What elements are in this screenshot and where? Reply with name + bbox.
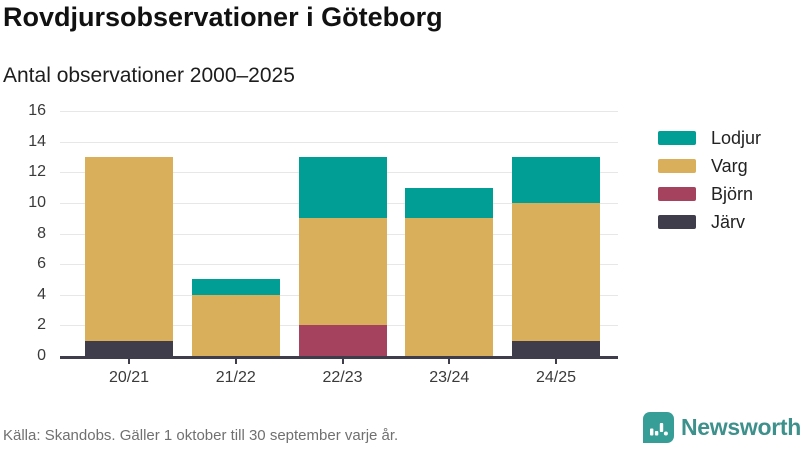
x-axis-tick bbox=[448, 358, 451, 364]
bar-segment-varg-24-25 bbox=[512, 202, 600, 341]
legend-swatch-järv bbox=[658, 215, 696, 229]
legend-item-björn: Björn bbox=[658, 184, 761, 204]
legend-swatch-lodjur bbox=[658, 131, 696, 145]
chart-subtitle: Antal observationer 2000–2025 bbox=[3, 64, 295, 87]
bar-segment-lodjur-24-25 bbox=[512, 156, 600, 203]
y-axis-tick-label: 14 bbox=[28, 132, 46, 150]
bar-segment-varg-20-21 bbox=[85, 156, 173, 341]
legend-item-järv: Järv bbox=[658, 212, 761, 232]
bar-segment-järv-20-21 bbox=[85, 340, 173, 356]
newsworthy-badge-icon bbox=[643, 412, 674, 443]
newsworthy-logo: Newsworthy bbox=[643, 412, 800, 443]
newsworthy-wordmark: Newsworthy bbox=[681, 414, 800, 440]
x-axis-tick-label: 20/21 bbox=[108, 369, 150, 386]
legend-swatch-björn bbox=[658, 187, 696, 201]
y-axis-tick-label: 0 bbox=[37, 347, 46, 364]
legend-label: Lodjur bbox=[711, 128, 762, 148]
y-axis-tick-label: 8 bbox=[37, 224, 46, 242]
x-axis-line bbox=[60, 356, 618, 359]
legend: Lodjur Varg Björn Järv bbox=[658, 128, 762, 232]
legend-label: Järv bbox=[711, 212, 746, 232]
x-axis-tick bbox=[128, 358, 130, 364]
bar-segment-lodjur-23-24 bbox=[405, 187, 494, 219]
y-axis-tick-label: 6 bbox=[37, 255, 46, 273]
gridline-y16 bbox=[60, 111, 618, 112]
bar-segment-lodjur-22-23 bbox=[298, 156, 387, 219]
y-axis-tick-label: 10 bbox=[28, 193, 46, 211]
bar-segment-varg-21-22 bbox=[191, 294, 280, 356]
legend-swatch-varg bbox=[658, 159, 696, 173]
bar-segment-varg-23-24 bbox=[405, 218, 494, 356]
y-axis-tick-label: 2 bbox=[37, 316, 46, 334]
bar-chart-icon bbox=[650, 423, 668, 436]
legend-item-lodjur: Lodjur bbox=[658, 128, 762, 148]
source-note: Källa: Skandobs. Gäller 1 oktober till 3… bbox=[3, 427, 399, 444]
gridline-y14 bbox=[60, 141, 618, 143]
legend-label: Varg bbox=[711, 156, 748, 176]
legend-item-varg: Varg bbox=[658, 156, 761, 176]
y-axis-tick-label: 16 bbox=[28, 102, 46, 119]
x-axis-tick-label: 23/24 bbox=[429, 369, 470, 386]
bar-segment-järv-24-25 bbox=[512, 340, 600, 356]
bar-segment-lodjur-21-22 bbox=[191, 279, 280, 295]
x-axis-tick bbox=[555, 358, 557, 364]
y-axis-tick-label: 12 bbox=[28, 163, 46, 181]
bar-segment-varg-22-23 bbox=[298, 218, 387, 326]
x-axis-tick-label: 22/23 bbox=[322, 369, 363, 386]
bar-segment-björn-22-23 bbox=[298, 325, 387, 356]
x-axis-tick bbox=[234, 358, 237, 364]
x-axis-tick-label: 24/25 bbox=[535, 369, 577, 386]
x-axis-tick-label: 21/22 bbox=[215, 369, 256, 386]
y-axis-tick-label: 4 bbox=[37, 285, 46, 303]
legend-label: Björn bbox=[711, 184, 754, 204]
x-axis-tick bbox=[341, 358, 344, 364]
chart-title: Rovdjursobservationer i Göteborg bbox=[3, 2, 443, 32]
